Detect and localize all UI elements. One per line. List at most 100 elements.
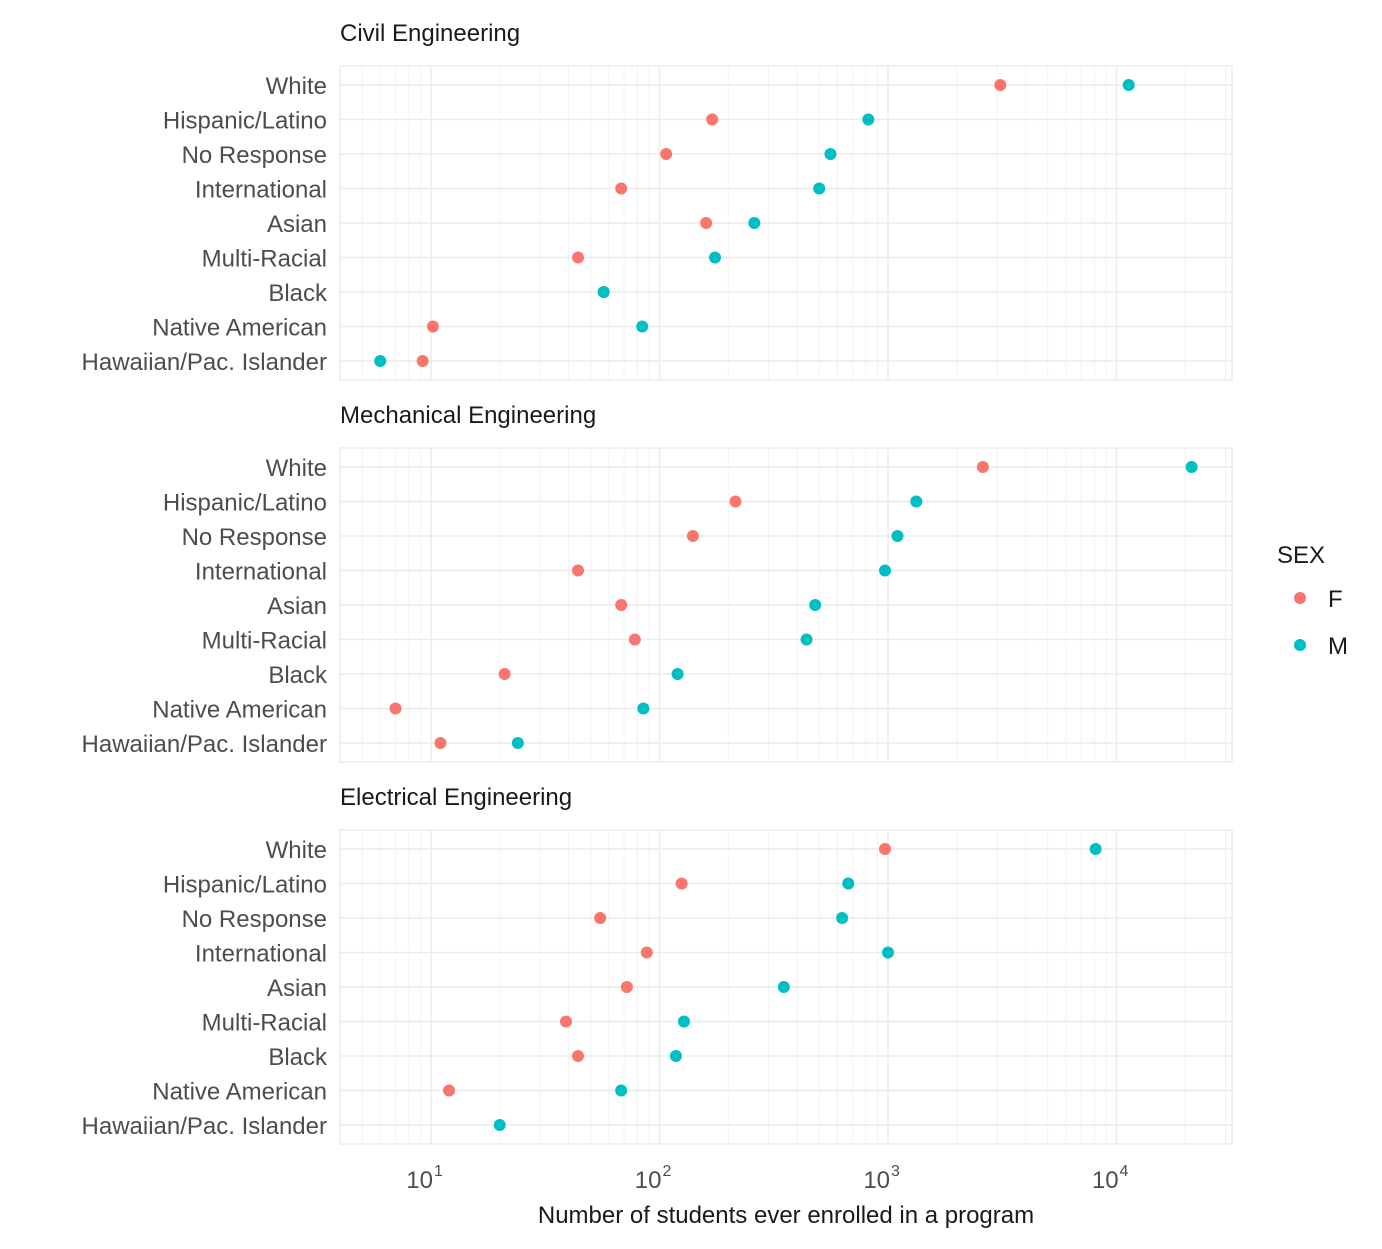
point-f-multi-racial xyxy=(560,1015,573,1028)
category-label-hispanic-latino: Hispanic/Latino xyxy=(163,872,327,899)
legend-key-m xyxy=(1294,639,1306,651)
series-m xyxy=(511,461,1198,749)
point-m-white xyxy=(1089,843,1102,855)
x-tick-base: 10 xyxy=(863,1167,890,1194)
series-f xyxy=(389,461,989,749)
point-m-hawaiian-pac-islander xyxy=(493,1119,506,1131)
panel-electrical-engineering: Electrical Engineering White Hispanic/Lati… xyxy=(82,784,1233,1145)
x-tick-label: 10 2 xyxy=(635,1163,672,1194)
point-f-international xyxy=(571,564,584,577)
point-m-no-response xyxy=(824,148,837,160)
x-tick-label: 10 4 xyxy=(1092,1163,1129,1194)
point-m-white xyxy=(1122,79,1135,91)
point-f-international xyxy=(615,182,628,195)
point-f-asian xyxy=(620,981,633,993)
category-label-black: Black xyxy=(268,662,328,689)
category-label-black: Black xyxy=(268,1044,328,1071)
panel-mechanical-engineering: Mechanical Engineering White Hispanic/Lati… xyxy=(82,402,1233,763)
point-f-native-american xyxy=(443,1084,456,1097)
legend-title: SEX xyxy=(1277,542,1325,569)
category-label-asian: Asian xyxy=(267,593,327,620)
category-label-asian: Asian xyxy=(267,211,327,238)
category-label-multi-racial: Multi-Racial xyxy=(202,246,327,273)
panel-title: Civil Engineering xyxy=(340,20,520,47)
point-m-native-american xyxy=(615,1084,628,1097)
panel-civil-engineering: Civil Engineering White Hispanic/Latino No … xyxy=(82,20,1233,381)
x-tick-exponent: 4 xyxy=(1120,1163,1129,1180)
category-label-hispanic-latino: Hispanic/Latino xyxy=(163,490,327,517)
point-m-hawaiian-pac-islander xyxy=(374,355,387,367)
legend-label-f: F xyxy=(1328,586,1343,613)
panel-border xyxy=(339,829,1233,1145)
point-m-asian xyxy=(777,981,790,993)
point-f-white xyxy=(994,79,1007,91)
point-f-hawaiian-pac-islander xyxy=(416,355,429,367)
point-m-hispanic-latino xyxy=(862,113,875,126)
point-f-hispanic-latino xyxy=(706,113,719,126)
point-f-white xyxy=(878,843,891,855)
category-label-international: International xyxy=(195,559,327,586)
point-f-black xyxy=(571,1050,584,1062)
category-label-hawaiian-pac-islander: Hawaiian/Pac. Islander xyxy=(82,731,327,758)
series-f xyxy=(416,79,1007,367)
category-label-hawaiian-pac-islander: Hawaiian/Pac. Islander xyxy=(82,349,327,376)
panel-title: Electrical Engineering xyxy=(340,784,572,811)
point-m-multi-racial xyxy=(800,633,813,646)
point-f-asian xyxy=(700,217,713,229)
x-axis: 10 1 10 2 10 3 10 4 xyxy=(406,1163,1128,1194)
x-tick-base: 10 xyxy=(406,1167,433,1194)
point-m-international xyxy=(813,182,826,195)
x-axis-title: Number of students ever enrolled in a pr… xyxy=(538,1202,1034,1229)
category-label-asian: Asian xyxy=(267,975,327,1002)
point-f-white xyxy=(976,461,989,473)
series-f xyxy=(443,843,891,1097)
category-label-no-response: No Response xyxy=(182,906,327,933)
point-m-hispanic-latino xyxy=(910,495,923,508)
point-m-multi-racial xyxy=(677,1015,690,1028)
x-tick-exponent: 2 xyxy=(662,1163,671,1180)
point-f-hispanic-latino xyxy=(675,877,688,890)
x-tick-exponent: 3 xyxy=(891,1163,900,1180)
point-f-no-response xyxy=(660,148,673,160)
point-m-black xyxy=(597,286,610,298)
point-m-native-american xyxy=(636,320,649,333)
point-m-multi-racial xyxy=(709,251,722,264)
point-f-multi-racial xyxy=(571,251,584,264)
point-m-no-response xyxy=(891,530,904,542)
point-f-no-response xyxy=(594,912,607,924)
category-label-no-response: No Response xyxy=(182,142,327,169)
category-label-white: White xyxy=(266,837,327,864)
point-m-native-american xyxy=(637,702,650,715)
x-tick-label: 10 1 xyxy=(406,1163,443,1194)
category-label-native-american: Native American xyxy=(152,697,327,724)
point-m-black xyxy=(671,668,684,680)
category-label-international: International xyxy=(195,177,327,204)
panel-border xyxy=(339,447,1233,763)
panels-layer: Civil Engineering White Hispanic/Latino No … xyxy=(82,20,1233,1145)
point-f-black xyxy=(498,668,511,680)
point-f-asian xyxy=(615,599,628,611)
panel-border xyxy=(339,65,1233,381)
category-label-white: White xyxy=(266,455,327,482)
panel-title: Mechanical Engineering xyxy=(340,402,596,429)
x-tick-base: 10 xyxy=(635,1167,662,1194)
category-label-white: White xyxy=(266,73,327,100)
point-f-native-american xyxy=(389,702,402,715)
point-f-native-american xyxy=(426,320,439,333)
x-tick-base: 10 xyxy=(1092,1167,1119,1194)
category-label-multi-racial: Multi-Racial xyxy=(202,1010,327,1037)
point-f-hispanic-latino xyxy=(729,495,742,508)
category-label-native-american: Native American xyxy=(152,1079,327,1106)
point-f-no-response xyxy=(686,530,699,542)
category-label-hawaiian-pac-islander: Hawaiian/Pac. Islander xyxy=(82,1113,327,1140)
category-label-multi-racial: Multi-Racial xyxy=(202,628,327,655)
point-m-international xyxy=(878,564,891,577)
category-label-black: Black xyxy=(268,280,328,307)
point-m-hispanic-latino xyxy=(842,877,855,890)
x-tick-label: 10 3 xyxy=(863,1163,900,1194)
category-label-no-response: No Response xyxy=(182,524,327,551)
category-label-native-american: Native American xyxy=(152,315,327,342)
legend: SEX F M xyxy=(1277,542,1348,660)
